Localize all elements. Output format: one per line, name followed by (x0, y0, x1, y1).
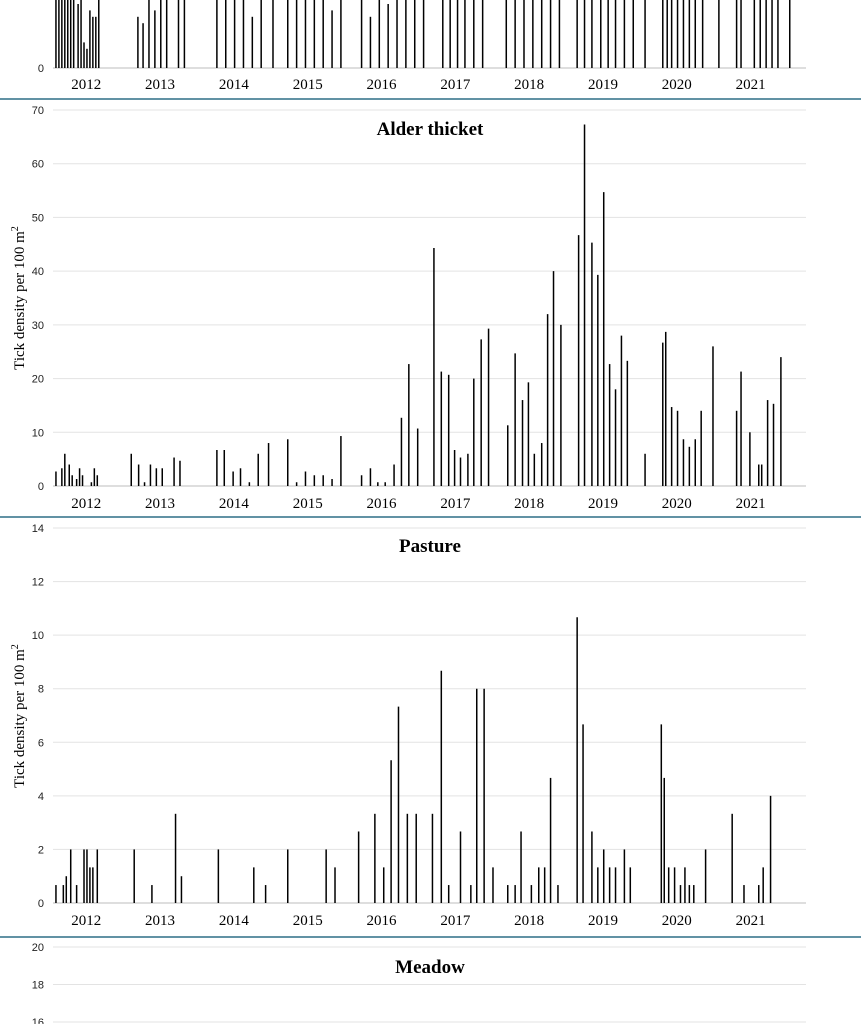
y-tick-label: 30 (32, 320, 44, 332)
y-tick-label: 14 (32, 523, 44, 535)
y-tick-label: 0 (38, 898, 44, 910)
y-tick-label: 8 (38, 684, 44, 696)
chart-title: Alder thicket (377, 119, 484, 140)
y-tick-label: 40 (32, 266, 44, 278)
y-tick-label: 10 (32, 427, 44, 439)
x-year-label: 2021 (736, 913, 766, 929)
y-tick-label: 70 (32, 105, 44, 117)
y-tick-label: 4 (38, 791, 44, 803)
chart-panel-2: 0 2 4 6 8 10 12 14 Pasture Tick density per 100 m… (10, 523, 806, 929)
x-year-label: 2017 (440, 77, 471, 93)
x-year-label: 2013 (145, 496, 175, 512)
y-tick-label: 20 (32, 374, 44, 386)
chart-panel-1: 0 10 20 30 40 50 60 70 Alder thicket Tick density… (10, 105, 806, 512)
x-year-label: 2014 (219, 77, 250, 93)
x-year-label: 2014 (219, 913, 250, 929)
x-year-label: 2019 (588, 496, 618, 512)
x-year-label: 2018 (514, 496, 544, 512)
x-year-label: 2020 (662, 77, 692, 93)
y-axis-label: Tick density per 100 m2 (10, 226, 28, 370)
x-year-label: 2019 (588, 913, 618, 929)
x-year-label: 2016 (367, 77, 398, 93)
x-year-label: 2015 (293, 77, 323, 93)
chart-panel-0: 0102012201320142015201620172018201920202… (38, 0, 806, 93)
x-year-label: 2020 (662, 496, 692, 512)
x-year-label: 2014 (219, 496, 250, 512)
y-tick-label: 0 (38, 63, 44, 75)
x-year-label: 2012 (71, 913, 101, 929)
y-tick-label: 6 (38, 737, 44, 749)
chart-title: Pasture (399, 536, 461, 557)
x-year-label: 2020 (662, 913, 692, 929)
y-tick-label: 0 (38, 481, 44, 493)
x-year-label: 2017 (440, 496, 471, 512)
x-year-label: 2021 (736, 496, 766, 512)
x-year-label: 2018 (514, 913, 544, 929)
x-year-label: 2013 (145, 77, 175, 93)
y-axis-label: Tick density per 100 m2 (10, 644, 28, 788)
x-year-label: 2018 (514, 77, 544, 93)
y-tick-label: 10 (32, 630, 44, 642)
chart-title: Meadow (395, 957, 465, 978)
x-year-label: 2016 (367, 913, 398, 929)
y-tick-label: 18 (32, 980, 44, 992)
chart-panel-3: 16 18 20 Meadow (32, 942, 806, 1024)
x-year-label: 2017 (440, 913, 471, 929)
y-tick-label: 16 (32, 1017, 44, 1024)
x-year-label: 2016 (367, 496, 398, 512)
x-year-label: 2015 (293, 496, 323, 512)
x-year-label: 2021 (736, 77, 766, 93)
y-tick-label: 12 (32, 577, 44, 589)
x-year-label: 2012 (71, 77, 101, 93)
x-year-label: 2013 (145, 913, 175, 929)
x-year-label: 2012 (71, 496, 101, 512)
y-tick-label: 2 (38, 844, 44, 856)
x-year-label: 2015 (293, 913, 323, 929)
y-tick-label: 20 (32, 942, 44, 954)
x-year-label: 2019 (588, 77, 618, 93)
y-tick-label: 50 (32, 212, 44, 224)
y-tick-label: 60 (32, 159, 44, 171)
